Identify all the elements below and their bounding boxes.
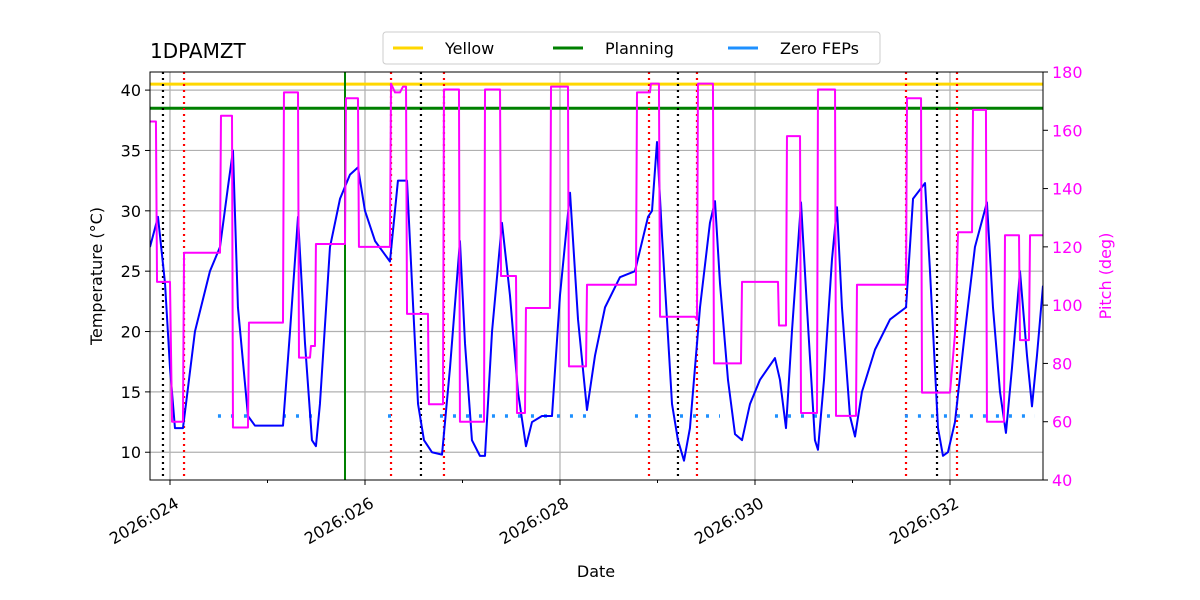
y-tick-label: 25 bbox=[121, 262, 141, 281]
y2-tick-label: 120 bbox=[1052, 238, 1083, 257]
y2-tick-label: 160 bbox=[1052, 121, 1083, 140]
y2-tick-label: 40 bbox=[1052, 471, 1072, 490]
y2-tick-label: 80 bbox=[1052, 354, 1072, 373]
y2-tick-label: 100 bbox=[1052, 296, 1083, 315]
y-tick-label: 20 bbox=[121, 323, 141, 342]
y2-axis-label: Pitch (deg) bbox=[1096, 233, 1115, 320]
chart-title: 1DPAMZT bbox=[150, 39, 247, 63]
y-tick-label: 15 bbox=[121, 383, 141, 402]
legend-box bbox=[382, 31, 881, 65]
y2-tick-label: 60 bbox=[1052, 413, 1072, 432]
x-axis-label: Date bbox=[577, 562, 615, 581]
y-axis-label: Temperature (°C) bbox=[87, 207, 106, 346]
y-tick-label: 30 bbox=[121, 202, 141, 221]
legend-label: Zero FEPs bbox=[780, 39, 859, 58]
y-tick-label: 10 bbox=[121, 443, 141, 462]
legend-label: Yellow bbox=[444, 39, 494, 58]
y2-tick-label: 140 bbox=[1052, 180, 1083, 199]
plot-area bbox=[150, 72, 1043, 480]
y2-tick-label: 180 bbox=[1052, 63, 1083, 82]
legend-label: Planning bbox=[605, 39, 674, 58]
y-tick-label: 40 bbox=[121, 81, 141, 100]
series-line bbox=[150, 141, 1043, 462]
y-tick-label: 35 bbox=[121, 141, 141, 160]
axes-frame bbox=[149, 71, 1044, 481]
series-line bbox=[150, 82, 1043, 429]
